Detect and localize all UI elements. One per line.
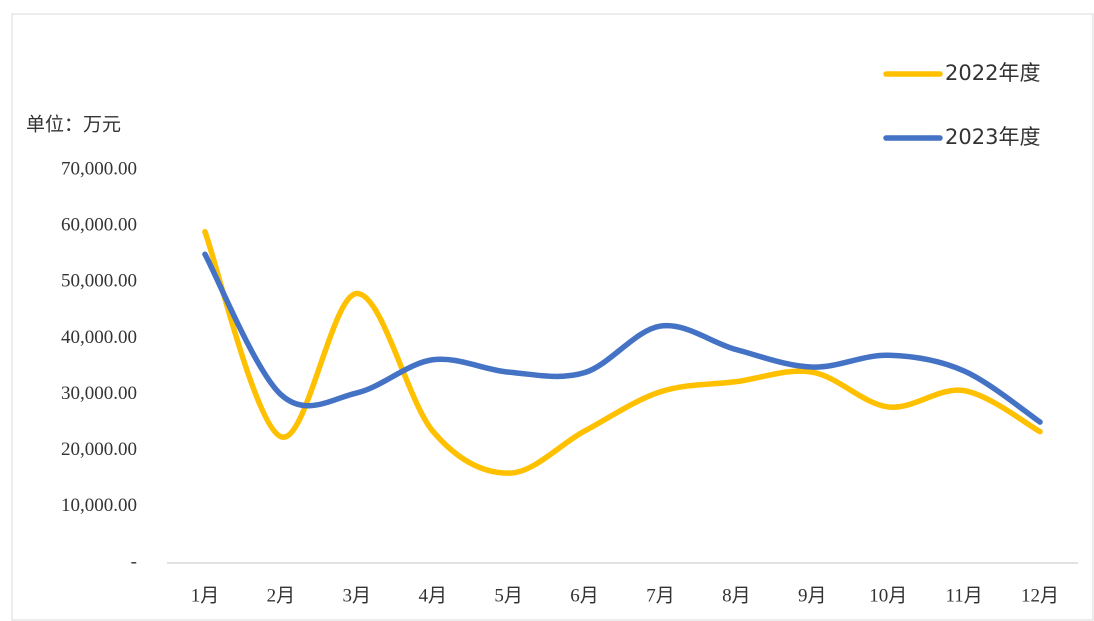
x-tick-label: 7月	[646, 585, 675, 606]
legend-label: 2023年度	[945, 125, 1040, 149]
chart-frame	[11, 13, 1094, 621]
y-tick-label: 30,000.00	[61, 383, 137, 404]
y-tick-label: 20,000.00	[61, 439, 137, 460]
x-tick-label: 2月	[267, 585, 296, 606]
y-tick-label: 60,000.00	[61, 215, 137, 236]
x-tick-label: 1月	[191, 585, 220, 606]
y-tick-label: 70,000.00	[61, 158, 137, 179]
x-tick-label: 11月	[945, 585, 982, 606]
x-tick-label: 4月	[418, 585, 447, 606]
y-tick-label: -	[131, 551, 137, 572]
x-tick-label: 12月	[1021, 585, 1059, 606]
x-tick-label: 6月	[570, 585, 599, 606]
x-tick-label: 3月	[343, 585, 372, 606]
line-series	[202, 229, 1043, 476]
x-tick-label: 10月	[869, 585, 907, 606]
x-tick-label: 9月	[798, 585, 827, 606]
y-tick-label: 10,000.00	[61, 495, 137, 516]
legend-label: 2022年度	[945, 61, 1040, 85]
y-tick-label: 50,000.00	[61, 271, 137, 292]
x-tick-label: 8月	[722, 585, 751, 606]
x-tick-label: 5月	[494, 585, 523, 606]
y-tick-label: 40,000.00	[61, 327, 137, 348]
unit-label: 单位：万元	[26, 113, 121, 135]
line-series	[202, 251, 1043, 425]
